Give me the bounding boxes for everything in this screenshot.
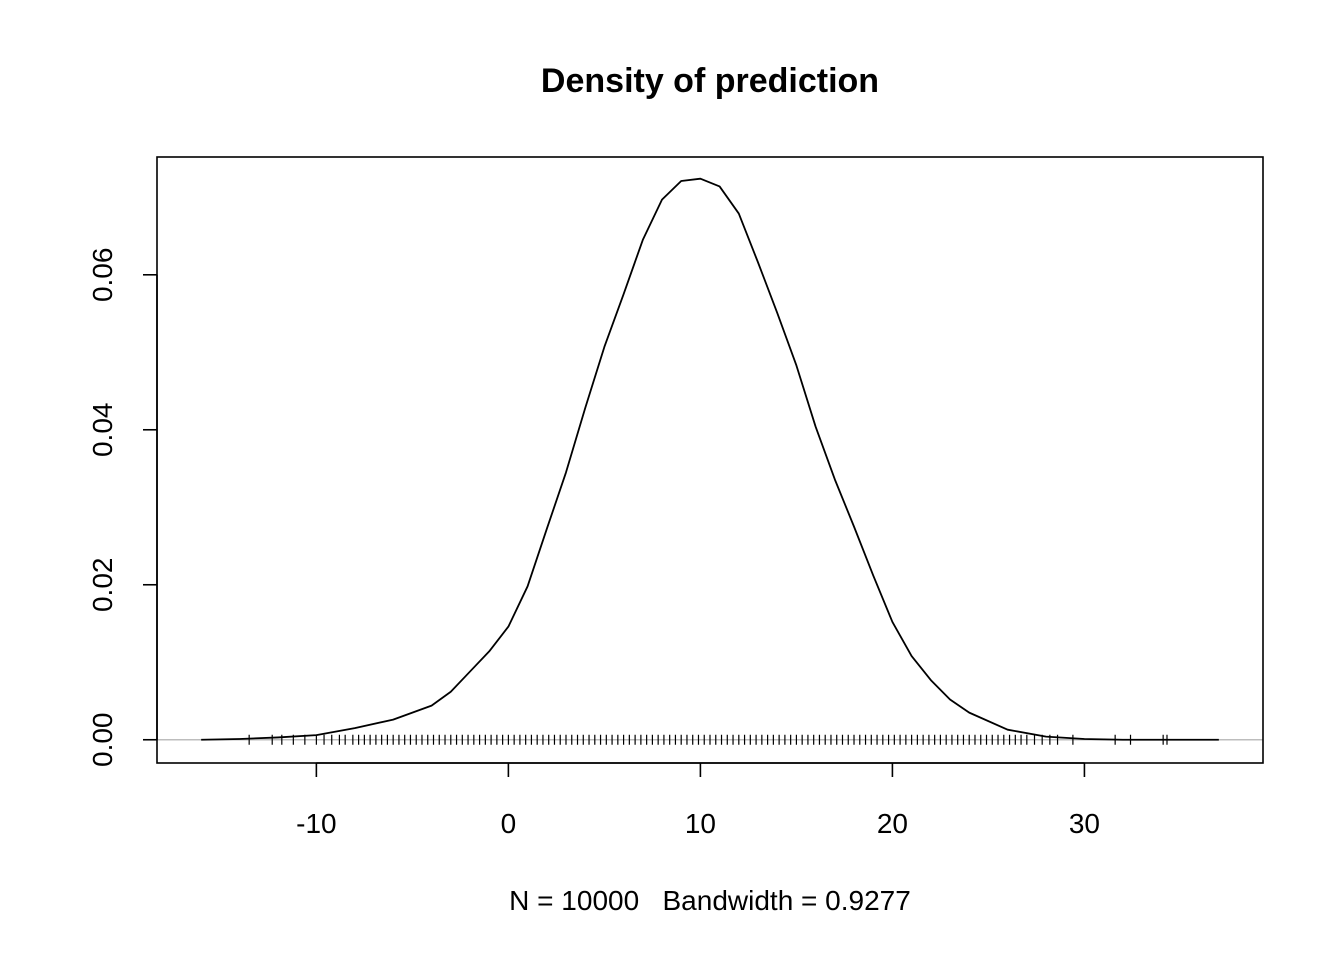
- x-tick-label: 20: [877, 808, 908, 839]
- y-axis: 0.00 0.02 0.04 0.06: [87, 248, 158, 768]
- x-tick-label: 10: [685, 808, 716, 839]
- x-axis: -10 0 10 20 30: [296, 762, 1100, 839]
- y-tick-label: 0.04: [87, 403, 118, 458]
- y-tick-label: 0.06: [87, 248, 118, 303]
- plot-region: [157, 177, 1263, 745]
- y-tick-label: 0.00: [87, 713, 118, 768]
- chart-title: Density of prediction: [541, 62, 879, 100]
- x-tick-label: -10: [296, 808, 336, 839]
- x-tick-label: 0: [501, 808, 517, 839]
- x-tick-label: 30: [1069, 808, 1100, 839]
- density-curve: [201, 177, 1219, 741]
- plot-frame: [156, 156, 1264, 764]
- y-tick-label: 0.02: [87, 558, 118, 613]
- x-axis-label: N = 10000 Bandwidth = 0.9277: [509, 885, 911, 916]
